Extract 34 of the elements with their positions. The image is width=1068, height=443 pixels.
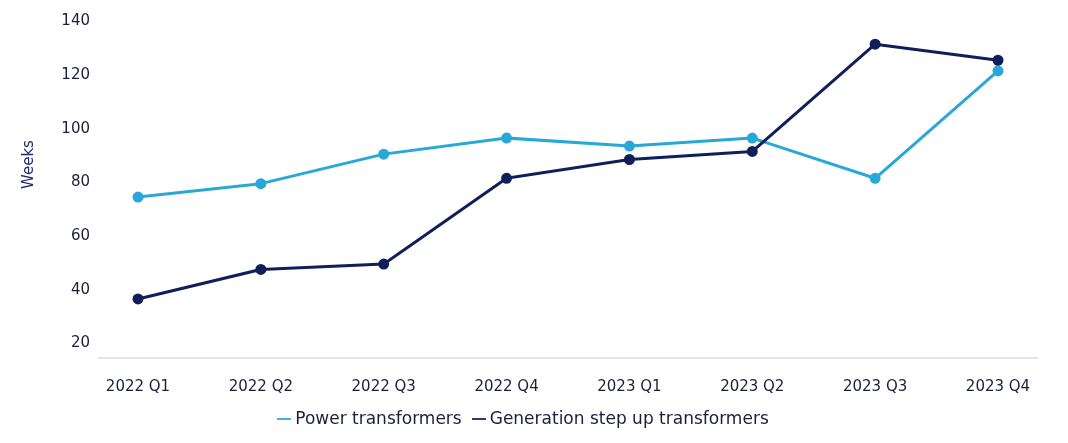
legend-label: Generation step up transformers <box>489 408 769 428</box>
point <box>378 258 390 270</box>
y-tick-label: 140 <box>61 11 90 30</box>
x-tick-label: 2022 Q3 <box>351 376 416 395</box>
x-tick-label: 2022 Q1 <box>105 376 171 395</box>
point <box>501 132 513 144</box>
point <box>378 148 390 160</box>
y-tick-label: 20 <box>70 333 90 352</box>
point <box>992 54 1004 66</box>
point <box>869 38 881 50</box>
y-tick-label: 60 <box>70 225 90 244</box>
point <box>132 191 144 203</box>
point <box>132 293 144 305</box>
point <box>501 172 513 184</box>
point <box>623 140 635 152</box>
point <box>255 263 267 275</box>
x-tick-label: 2023 Q4 <box>965 376 1031 395</box>
y-tick-label: 100 <box>61 118 90 137</box>
x-tick-label: 2023 Q3 <box>842 376 908 395</box>
point <box>255 178 267 190</box>
x-tick-label: 2022 Q4 <box>474 376 539 395</box>
point <box>992 65 1004 77</box>
point <box>623 153 635 165</box>
y-tick-label: 120 <box>61 64 90 83</box>
x-tick-label: 2022 Q2 <box>228 376 294 395</box>
legend-label: Power transformers <box>295 408 462 428</box>
point <box>746 145 758 157</box>
point <box>869 172 881 184</box>
x-tick-label: 2023 Q1 <box>597 376 662 395</box>
y-tick-label: 40 <box>70 279 90 298</box>
point <box>746 132 758 144</box>
x-tick-label: 2023 Q2 <box>720 376 785 395</box>
y-tick-label: 80 <box>70 172 90 191</box>
y-axis-title: Weeks <box>19 139 38 189</box>
